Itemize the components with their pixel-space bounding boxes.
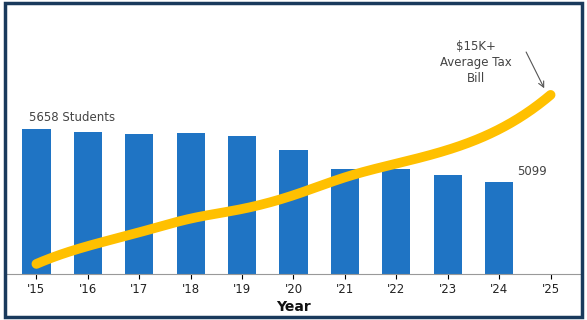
Text: $15K+
Average Tax
Bill: $15K+ Average Tax Bill <box>440 40 512 85</box>
Bar <box>177 133 205 274</box>
Bar <box>228 136 256 274</box>
Bar <box>125 134 153 274</box>
Text: 5099: 5099 <box>517 165 547 178</box>
Bar <box>382 169 410 274</box>
Bar <box>485 182 513 274</box>
Bar <box>22 129 50 274</box>
Bar <box>74 132 102 274</box>
Text: 5658 Students: 5658 Students <box>29 111 115 124</box>
Bar <box>434 175 462 274</box>
Bar <box>331 169 359 274</box>
X-axis label: Year: Year <box>276 300 311 315</box>
Bar <box>279 150 308 274</box>
